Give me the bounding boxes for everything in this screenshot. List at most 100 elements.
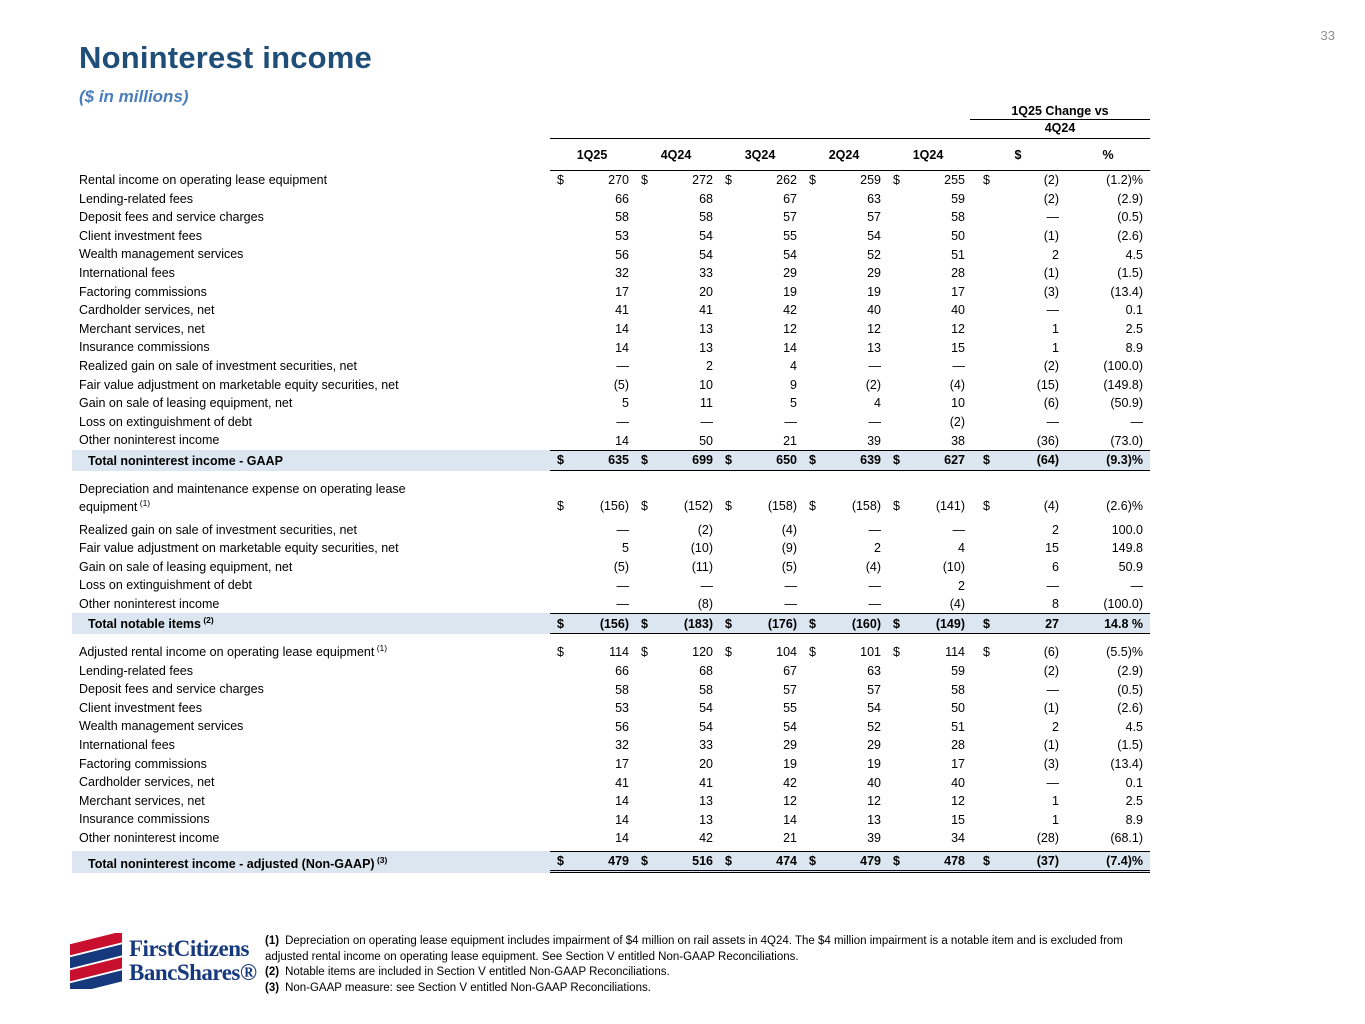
row-values: 58 58 57 57 58 — (0.5) (550, 680, 1150, 699)
dollar-sign: $ (641, 173, 648, 188)
table-cell: 13 (634, 792, 718, 811)
cell-value: 54 (699, 247, 713, 262)
cell-value: — (616, 415, 630, 430)
table-cell: 40 (886, 773, 970, 792)
table-cell: (2) (970, 357, 1066, 376)
cell-value: 12 (951, 322, 965, 337)
cell-value: 8.9 (1125, 340, 1143, 355)
cell-value: 8.9 (1125, 812, 1143, 827)
total-row: Total noninterest income - GAAP $635 $699 $… (72, 449, 1150, 471)
table-cell: $ (158) (718, 497, 802, 516)
cell-value: 21 (783, 831, 797, 846)
cell-value: 41 (699, 303, 713, 318)
table-cell: 29 (802, 736, 886, 755)
row-label: Fair value adjustment on marketable equi… (79, 541, 399, 556)
table-cell: — (970, 301, 1066, 320)
row-values: 32 33 29 29 28 (1) (1.5) (550, 736, 1150, 755)
cell-value: — (1130, 578, 1144, 593)
row-values: 56 54 54 52 51 2 4.5 (550, 245, 1150, 264)
table-cell: 20 (634, 283, 718, 302)
table-cell: 4 (886, 539, 970, 558)
footnote-number: (2) (265, 966, 280, 978)
cell-value: (156) (599, 616, 629, 631)
table-cell: 149.8 (1066, 539, 1150, 558)
cell-value: 149.8 (1111, 541, 1143, 556)
row-label: Total notable items (2) (88, 615, 214, 632)
table-cell: (5) (550, 376, 634, 395)
table-cell: 10 (886, 394, 970, 413)
table-cell: 12 (886, 792, 970, 811)
table-cell: 9 (718, 376, 802, 395)
table-cell: $ (64) (970, 451, 1066, 470)
dollar-sign: $ (809, 453, 816, 468)
cell-value: — (616, 522, 630, 537)
change-header-line2: 4Q24 (1044, 121, 1076, 135)
change-header: 1Q25 Change vs 4Q24 (79, 104, 1150, 135)
dollar-sign: $ (557, 616, 564, 631)
cell-value: 4 (874, 396, 881, 411)
column-header-row: 1Q25 4Q24 3Q24 2Q24 1Q24 $% (79, 138, 1150, 171)
cell-value: 516 (692, 853, 713, 868)
table-row: Loss on extinguishment of debt — — — — 2 — — (79, 576, 1150, 595)
table-cell: 21 (718, 829, 802, 848)
cell-value: (7.4)% (1106, 853, 1143, 868)
table-row: Insurance commissions 14 13 14 13 15 1 8.9 (79, 810, 1150, 829)
cell-value: (11) (691, 559, 713, 574)
table-cell: $627 (886, 451, 970, 470)
table-cell: 17 (886, 755, 970, 774)
cell-value: 51 (951, 719, 965, 734)
logo-line1: FirstCitizens (129, 936, 249, 961)
cell-value: (4) (781, 522, 797, 537)
row-label: Other noninterest income (79, 596, 220, 611)
row-label: Total noninterest income - adjusted (Non… (88, 854, 388, 871)
cell-value: 59 (951, 663, 965, 678)
row-values: — 2 4 — — (2) (100.0) (550, 357, 1150, 376)
row-label: Loss on extinguishment of debt (79, 414, 253, 429)
cell-value: 53 (615, 701, 629, 716)
row-label: Merchant services, net (79, 321, 205, 336)
table-cell: 11 (634, 394, 718, 413)
table-cell: 33 (634, 264, 718, 283)
row-values: 5 11 5 4 10 (6) (50.9) (550, 394, 1150, 413)
cell-value: 28 (951, 266, 965, 281)
table-cell: — (1066, 576, 1150, 595)
table-cell: 50 (634, 431, 718, 450)
row-label: Loss on extinguishment of debt (79, 578, 253, 593)
cell-value: 13 (867, 812, 881, 827)
row-values: 41 41 42 40 40 — 0.1 (550, 301, 1150, 320)
change-header-box: 1Q25 Change vs 4Q24 (970, 104, 1150, 135)
cell-value: (1.5) (1117, 738, 1143, 753)
table-cell: (6) (970, 394, 1066, 413)
table-cell: 57 (718, 208, 802, 227)
cell-value: 5 (790, 396, 797, 411)
table-cell: 14 (718, 338, 802, 357)
table-row: Fair value adjustment on marketable equi… (79, 376, 1150, 395)
cell-value: 15 (1045, 541, 1059, 556)
table-row: Wealth management services 56 54 54 52 51 2 4.5 (79, 717, 1150, 736)
table-cell: — (634, 413, 718, 432)
cell-value: (176) (767, 616, 797, 631)
cell-value: 4.5 (1125, 719, 1143, 734)
column-header: 1Q25 (576, 147, 608, 162)
table-cell: (9) (718, 539, 802, 558)
row-label: Adjusted rental income on operating leas… (79, 642, 388, 660)
table-cell: (0.5) (1066, 208, 1150, 227)
table-cell: 14 (550, 338, 634, 357)
row-values: 56 54 54 52 51 2 4.5 (550, 717, 1150, 736)
cell-value: — (616, 597, 630, 612)
table-row: Merchant services, net 14 13 12 12 12 1 2.5 (79, 792, 1150, 811)
table-cell: 8.9 (1066, 810, 1150, 829)
cell-value: (2) (1043, 173, 1059, 188)
logo-text: FirstCitizens BancShares® (129, 937, 257, 985)
cell-value: (152) (683, 499, 713, 514)
table-cell: 17 (886, 283, 970, 302)
cell-value: (4) (865, 559, 881, 574)
cell-value: 14 (615, 433, 629, 448)
cell-value: 1 (1052, 322, 1059, 337)
table-cell: 10 (634, 376, 718, 395)
row-values: 32 33 29 29 28 (1) (1.5) (550, 264, 1150, 283)
table-row: Merchant services, net 14 13 12 12 12 1 2.5 (79, 320, 1150, 339)
dollar-sign: $ (809, 616, 816, 631)
cell-value: 33 (699, 266, 713, 281)
table-cell: — (970, 576, 1066, 595)
